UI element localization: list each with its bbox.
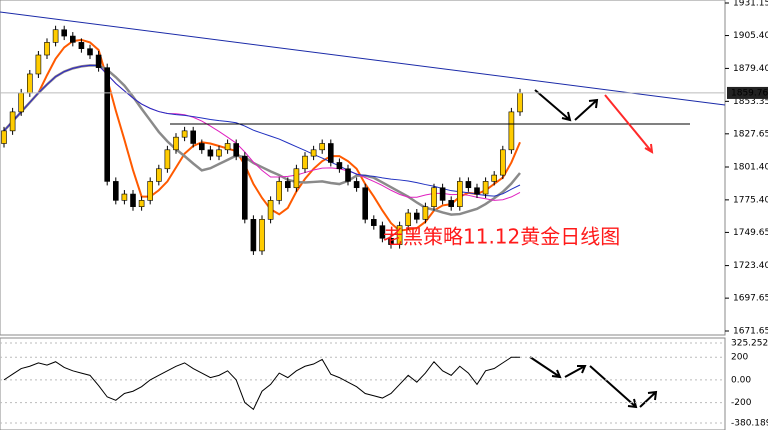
indicator-tick-label: 325.2521	[731, 339, 768, 349]
trend-line	[0, 11, 726, 106]
candle	[44, 42, 50, 56]
candle	[293, 168, 300, 189]
candle	[499, 149, 506, 176]
candle	[396, 225, 403, 245]
y-tick-label: 1671.65	[733, 327, 768, 337]
candle	[181, 130, 188, 138]
y-tick-label: 1749.65	[733, 228, 768, 238]
candle	[199, 143, 205, 151]
candle	[147, 181, 153, 201]
candle	[284, 181, 291, 189]
candle	[491, 174, 498, 182]
candle	[276, 181, 283, 201]
candle	[138, 200, 145, 207]
last-price-box	[727, 86, 768, 99]
candle	[130, 193, 136, 207]
indicator-tick-label: -380.189	[731, 419, 768, 429]
candle	[345, 168, 351, 182]
candle	[1, 130, 7, 144]
candle	[388, 237, 394, 245]
candle	[422, 206, 429, 220]
candle	[164, 149, 171, 170]
y-tick-label: 1697.65	[733, 294, 768, 304]
candle	[207, 149, 214, 157]
y-tick-label: 1931.15	[733, 0, 768, 9]
indicator-tick-label: 0.00	[731, 375, 751, 385]
arrows	[529, 89, 658, 409]
y-tick-label: 1723.40	[733, 261, 768, 271]
y-tick-label: 1905.40	[733, 31, 768, 41]
candle	[508, 111, 515, 151]
candle	[104, 67, 110, 182]
candle	[310, 149, 317, 157]
candle	[336, 162, 343, 170]
candle	[413, 212, 420, 220]
y-tick-label: 1801.40	[733, 163, 768, 173]
candle	[70, 35, 76, 43]
candle	[233, 143, 239, 157]
candle	[78, 42, 85, 49]
candle	[319, 143, 326, 151]
candle	[35, 54, 42, 75]
candle	[121, 193, 128, 201]
candle	[52, 29, 59, 43]
candle	[259, 219, 265, 252]
main-pane	[0, 0, 726, 336]
red-arrow	[604, 94, 654, 154]
candle	[362, 187, 369, 220]
candle	[156, 168, 162, 182]
candle	[267, 200, 274, 220]
candle	[87, 48, 93, 56]
candle	[405, 212, 412, 226]
indicator-tick-label: 200	[731, 353, 748, 363]
candle	[113, 181, 119, 201]
y-tick-label: 1853.35	[733, 97, 768, 107]
candle	[482, 181, 489, 195]
y-tick-label: 1827.65	[733, 129, 768, 139]
candle	[379, 225, 386, 239]
candle	[250, 219, 257, 252]
y-tick-label: 1879.40	[733, 64, 768, 74]
y-tick-label: 1775.40	[733, 195, 768, 205]
indicator-pane	[0, 337, 726, 430]
annotation: 老黑策略11.12黄金日线图	[383, 225, 620, 249]
indicator-tick-label: -200	[731, 398, 752, 408]
candle	[26, 73, 33, 94]
candle	[439, 187, 446, 201]
candle	[370, 219, 377, 226]
candle	[448, 200, 455, 207]
candle	[242, 155, 248, 220]
candle	[61, 29, 68, 37]
candle	[327, 143, 334, 163]
candle	[465, 181, 472, 189]
candle	[474, 187, 480, 195]
last-price-label: 1859.76	[731, 88, 768, 98]
candle	[18, 92, 25, 113]
candle	[456, 181, 463, 207]
candle	[517, 92, 523, 113]
candle	[95, 54, 102, 68]
candle	[353, 181, 360, 189]
candle	[431, 187, 437, 207]
candle	[190, 130, 196, 144]
candle	[9, 111, 16, 132]
candle	[173, 136, 179, 151]
candle	[216, 149, 222, 157]
candle	[224, 143, 231, 151]
candle	[302, 155, 308, 170]
indicator-line	[3, 356, 520, 411]
